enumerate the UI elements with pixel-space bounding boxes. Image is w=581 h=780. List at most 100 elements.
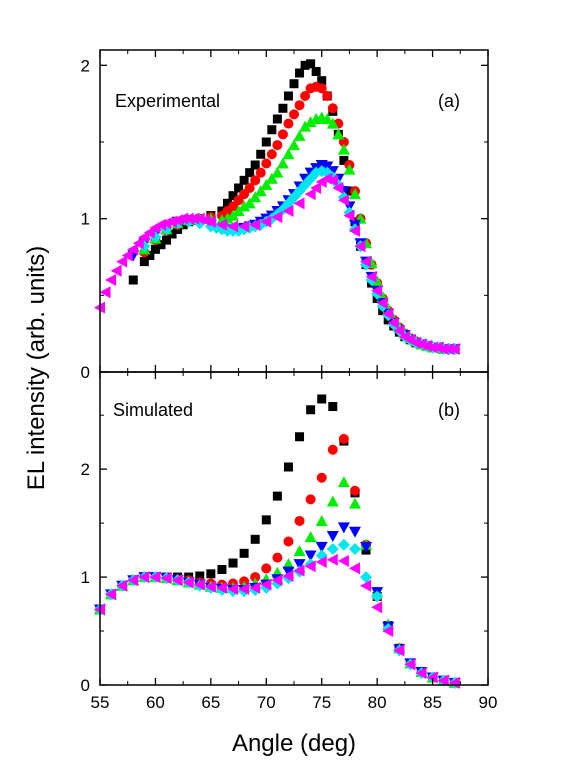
panel-a-series-0-point: [311, 66, 321, 76]
panel-b-series-0-point: [283, 462, 293, 472]
panel-b-series-5-point: [360, 579, 372, 592]
panel-a-series-5-point: [348, 224, 360, 237]
panel-b-series-5-point: [249, 581, 261, 594]
panel-b-series-5-point: [127, 574, 139, 587]
panel-a-series-1-point: [250, 175, 261, 186]
panel-a-series-0-point: [145, 250, 155, 260]
panel-b-series-5-point: [160, 572, 172, 585]
panel-a-series-0-point: [344, 186, 354, 196]
panel-b-y-tick-label: 0: [81, 676, 90, 695]
panel-b-series-1-point: [327, 444, 338, 455]
x-tick-label: 70: [257, 693, 276, 712]
panel-b-series-0-point: [228, 558, 238, 568]
x-tick-label: 65: [201, 693, 220, 712]
panel-b-series-2-point: [304, 531, 317, 543]
panel-a-series-0-point: [317, 76, 327, 86]
panel-a-series-5-point: [371, 284, 383, 297]
panel-a-series-0-point: [278, 103, 288, 113]
panel-b-series-5-point: [326, 553, 338, 566]
panel-a-series-1-point: [327, 103, 338, 114]
panel-b-series-0-point: [328, 402, 338, 412]
panel-a-series-0-point: [295, 68, 305, 78]
panel-a-series-5-point: [132, 237, 144, 250]
panel-b-series-5-point: [304, 560, 316, 573]
panel-b-series-5-point: [204, 580, 216, 593]
panel-b-y-tick-label: 2: [81, 460, 90, 479]
panel-b-series-5-point: [116, 579, 128, 592]
panel-a-series-5-point: [365, 270, 377, 283]
panel-a-series-5-point: [326, 174, 338, 187]
panel-b-series-5-point: [426, 671, 438, 684]
panel-b-series-0: [95, 394, 460, 688]
panel-b-series-4-point: [348, 543, 361, 556]
panel-a-series-2-point: [260, 178, 273, 190]
x-tick-label: 55: [91, 693, 110, 712]
panel-a-series-2-point: [304, 116, 317, 128]
panel-a-series-1-point: [261, 158, 272, 169]
panel-a-series-5-point: [271, 211, 283, 224]
panel-b-series-5-point: [371, 601, 383, 614]
panel-a-series-2-point: [337, 143, 350, 155]
y-axis-title: EL intensity (arb. units): [23, 246, 50, 491]
panel-a-series-1-point: [283, 118, 294, 129]
panel-b-series-2-point: [293, 545, 306, 557]
panel-b-series-0-point: [317, 394, 327, 404]
panel-b-series-5-point: [404, 658, 416, 671]
panel-b-series-5-point: [437, 674, 449, 687]
panel-b-series-5-point: [271, 574, 283, 587]
panel-b-series-1-point: [316, 472, 327, 483]
panel-b-series-5-point: [337, 554, 349, 567]
panel-b-series-3-point: [326, 531, 339, 543]
panel-a-series-0-point: [267, 125, 277, 135]
panel-a-series-5-point: [448, 343, 460, 355]
panel-a-annotation: Experimental: [115, 91, 220, 111]
panel-b-annotation: Simulated: [113, 400, 193, 420]
panel-b-series-5-point: [382, 625, 394, 638]
panel-b-series-3-point: [348, 526, 361, 538]
panel-b-series-4-point: [371, 590, 384, 603]
panel-a-series-0-point: [156, 240, 166, 250]
panel-a-series-2-point: [282, 148, 295, 160]
panel-b-series-0-point: [250, 534, 260, 544]
panel-a-series-5-point: [332, 182, 344, 194]
panel-a-series-2-point: [238, 200, 251, 212]
panel-b-series-4-point: [326, 543, 339, 556]
panel-b-series-0-point: [239, 548, 249, 558]
panel-a-series-1-point: [338, 137, 349, 147]
panel-b-series-5: [94, 553, 460, 689]
panel-a-series-0-point: [228, 191, 238, 201]
panel-b-series-2-point: [337, 476, 350, 488]
panel-b-series-5-point: [260, 578, 272, 591]
panel-a-series-5-point: [177, 212, 189, 225]
panel-a-series-0-point: [339, 155, 349, 165]
panel-b-series-3-point: [304, 550, 317, 562]
panel-b-series-4-point: [337, 538, 350, 551]
panel-a-series-0-point: [272, 114, 282, 124]
panel-a-series-0-point: [245, 168, 255, 178]
x-tick-label: 75: [312, 693, 331, 712]
panel-b-series-3-point: [360, 541, 373, 553]
panel-a-series-5-point: [282, 205, 294, 217]
panel-a-series-5-point: [310, 182, 322, 194]
panel-a-series-1-point: [255, 167, 266, 178]
panel-a-series-2-point: [326, 117, 339, 129]
x-tick-labels: 55 60 65 70 75 80 85 90: [91, 693, 498, 712]
x-tick-label: 80: [368, 693, 387, 712]
panel-a-series-5-point: [443, 343, 455, 355]
panel-a-y-tick-label: 1: [81, 210, 90, 229]
panel-a-series-1-point: [266, 149, 277, 160]
panel-a-y-tick-label: 2: [81, 56, 90, 75]
panel-a-series-5-point: [426, 341, 438, 354]
panel-a-series-2-point: [343, 163, 356, 175]
panel-b: 0 1 2 Simulated (b): [81, 371, 489, 695]
panel-b-series-2-point: [315, 514, 328, 526]
panel-b-series-5-point: [415, 667, 427, 680]
panel-a-series-0-point: [150, 244, 160, 254]
panel-a-series-2-point: [232, 205, 245, 216]
panel-b-series-5-point: [171, 574, 183, 587]
panel-b-series-1-point: [250, 572, 261, 583]
panel-a-series-2-point: [227, 209, 240, 221]
panel-a-series-0-point: [289, 79, 299, 89]
panel-a-series-5-point: [249, 218, 261, 231]
